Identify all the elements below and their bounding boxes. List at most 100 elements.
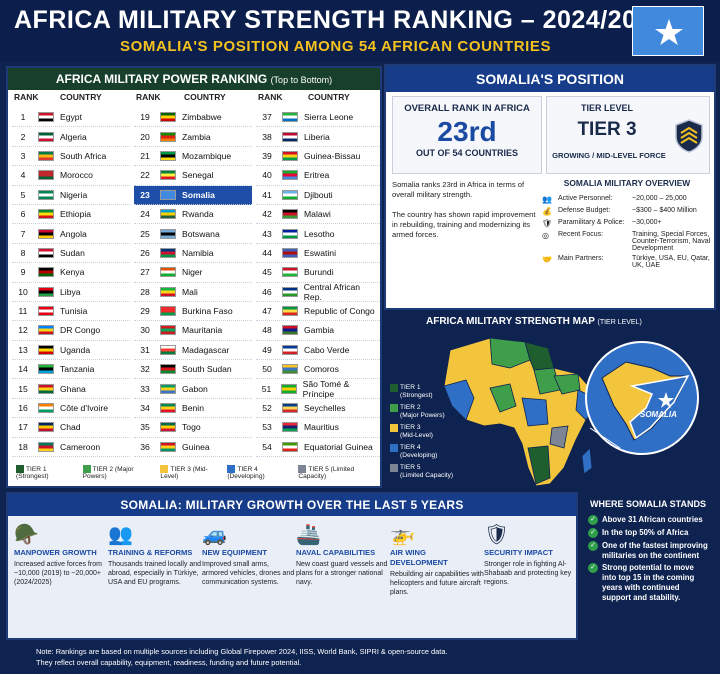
table-row: 24 Rwanda <box>134 205 252 225</box>
desc-1: Somalia ranks 23rd in Africa in terms of… <box>392 180 525 200</box>
table-row: 22 Senegal <box>134 166 252 186</box>
legend-label: TIER 1 (Strongest) <box>16 465 49 480</box>
police-icon: 🛡 <box>542 219 553 228</box>
table-row: 7 Angola <box>12 224 130 244</box>
table-row: 12 DR Congo <box>12 321 130 341</box>
stands-list: ✓ Above 31 African countries ✓ In the top 5… <box>582 515 714 602</box>
rank-value: 23rd <box>437 116 497 147</box>
country-flag-icon <box>38 267 54 278</box>
focus-icon: ◎ <box>542 231 549 240</box>
country-name: Eritrea <box>304 170 330 181</box>
rank-number: 34 <box>140 403 150 414</box>
country-flag-icon <box>281 286 298 297</box>
table-row: 43 Lesotho <box>256 224 380 244</box>
map-legend-sub: (Major Powers) <box>400 412 445 419</box>
map-legend-sub: (Developing) <box>400 452 438 459</box>
map-panel: AFRICA MILITARY STRENGTH MAP (TIER LEVEL… <box>384 312 716 488</box>
country-name: Benin <box>182 403 204 414</box>
country-flag-icon <box>160 131 176 142</box>
somalia-map-label: SOMALIA <box>640 410 677 419</box>
ranking-column-2: 19 Zimbabwe 20 Zambia 21 Mozambique 22 Senegal 2… <box>134 108 252 458</box>
rank-number: 42 <box>262 209 272 220</box>
map-legend-item: TIER 2 (Major Powers) <box>390 404 445 420</box>
rank-number: 44 <box>262 247 272 258</box>
table-row: 42 Malawi <box>256 205 380 225</box>
rank-number: 4 <box>20 170 26 181</box>
tier-badge-icon <box>675 119 703 153</box>
table-row: 20 Zambia <box>134 127 252 147</box>
overview-row: ◎ Recent Focus: Training, Special Forces, … <box>542 231 712 252</box>
overview-label: Defense Budget: <box>558 207 611 214</box>
legend-swatch <box>160 464 169 473</box>
page-title: AFRICA MILITARY STRENGTH RANKING – 2024/… <box>14 6 666 34</box>
country-flag-icon <box>282 150 298 161</box>
country-flag-icon <box>160 112 176 123</box>
position-description: Somalia ranks 23rd in Africa in terms of… <box>392 180 538 240</box>
position-title: SOMALIA'S POSITION <box>386 66 714 92</box>
growth-item-text: Thousands trained locally and abroad, es… <box>108 560 202 587</box>
country-name: Angola <box>60 228 87 239</box>
table-row: 33 Gabon <box>134 379 252 399</box>
rank-number: 36 <box>140 441 150 452</box>
country-name: South Sudan <box>182 364 232 375</box>
country-name: Namibia <box>182 247 214 258</box>
map-legend-item: TIER 3 (Mid-Level) <box>390 424 433 440</box>
table-row: 10 Libya <box>12 283 130 302</box>
rank-number: 41 <box>262 189 272 200</box>
growth-item-title: AIR WING DEVELOPMENT <box>390 548 448 567</box>
overview-row: 🤝 Main Partners: Türkiye, USA, EU, Qatar, … <box>542 255 712 269</box>
country-header-3: COUNTRY <box>308 92 350 102</box>
country-name: Central African Rep. <box>303 281 361 302</box>
country-name: Zambia <box>182 131 211 142</box>
country-name: Malawi <box>304 209 331 220</box>
country-flag-icon <box>282 306 298 317</box>
map-legend-item: TIER 1 (Strongest) <box>390 384 433 400</box>
country-name: Guinea <box>182 441 210 452</box>
country-flag-icon <box>38 247 54 258</box>
stands-item: ✓ Above 31 African countries <box>588 515 710 525</box>
country-header-1: COUNTRY <box>60 92 102 102</box>
table-row: 3 South Africa <box>12 147 130 167</box>
rank-number: 38 <box>262 131 272 142</box>
table-row: 34 Benin <box>134 399 252 419</box>
country-name: Lesotho <box>304 228 335 239</box>
growth-item-manpower: 🪖 MANPOWER GROWTH Increased active forces … <box>14 522 108 587</box>
rank-number: 43 <box>262 228 272 239</box>
country-flag-icon <box>282 344 298 355</box>
country-name: Niger <box>182 267 203 278</box>
rank-number: 26 <box>140 247 150 258</box>
table-row: 28 Mali <box>134 283 252 302</box>
map-legend-swatch <box>390 384 398 392</box>
personnel-icon: 👥 <box>542 195 552 204</box>
map-legend-swatch <box>390 424 398 432</box>
table-row: 29 Burkina Faso <box>134 302 252 322</box>
country-flag-icon <box>281 383 297 394</box>
country-name: Rwanda <box>182 209 214 220</box>
note-line-1: Note: Rankings are based on multiple sou… <box>36 647 448 656</box>
map-legend-name: TIER 2 <box>400 404 421 411</box>
tier-sub: GROWING / MID-LEVEL FORCE <box>552 151 666 160</box>
country-name: Somalia <box>182 189 215 200</box>
country-name: Uganda <box>60 344 91 355</box>
rank-sub: OUT OF 54 COUNTRIES <box>415 148 518 158</box>
rank-number: 35 <box>140 422 150 433</box>
equipment-icon: 🚙 <box>202 524 227 546</box>
rank-number: 20 <box>140 131 150 142</box>
position-panel: SOMALIA'S POSITION OVERALL RANK IN AFRIC… <box>384 64 716 310</box>
country-name: Zimbabwe <box>182 112 222 123</box>
table-row: 40 Eritrea <box>256 166 380 186</box>
table-row: 27 Niger <box>134 263 252 283</box>
stands-text: One of the fastest improving militaries … <box>602 541 708 560</box>
country-flag-icon <box>38 422 54 433</box>
rank-number: 23 <box>140 189 150 200</box>
rank-label: OVERALL RANK IN AFRICA <box>404 103 530 114</box>
legend-swatch <box>16 464 24 473</box>
stands-panel: WHERE SOMALIA STANDS ✓ Above 31 African c… <box>580 492 716 640</box>
legend-item: TIER 2 (Major Powers) <box>82 464 155 480</box>
table-row: 45 Burundi <box>256 263 380 283</box>
country-flag-icon <box>160 364 176 375</box>
table-row: 31 Madagascar <box>134 341 252 361</box>
country-flag-icon <box>160 344 176 355</box>
budget-icon: 💰 <box>542 207 552 216</box>
rank-header-2: RANK <box>136 92 161 102</box>
